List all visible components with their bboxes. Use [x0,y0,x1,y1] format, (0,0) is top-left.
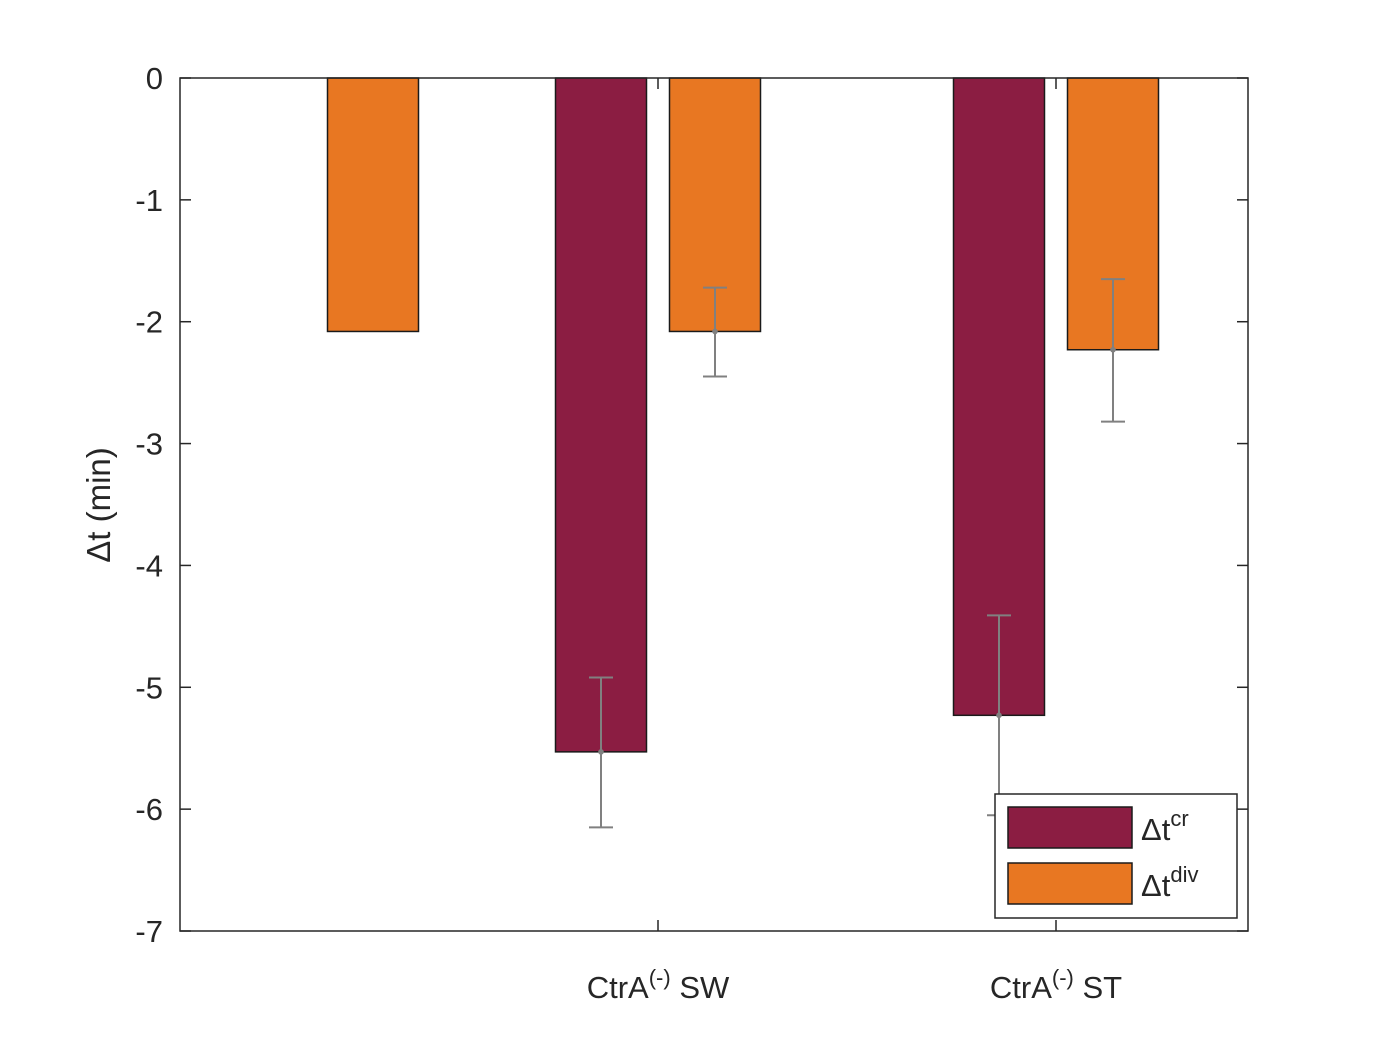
error-point [598,749,604,755]
bars-layer [180,77,1248,931]
y-axis-label: Δt (min) [80,447,117,563]
error-bars-layer [589,278,1125,829]
y-tick-label: -7 [135,914,163,949]
axes-layer: 0 -1 -2 -3 -4 -5 -6 -7 CtrA(-) SW CtrA(-) ST Δt (m… [80,61,1249,1005]
error-point [1110,346,1116,353]
error-point [712,328,718,335]
y-tick-label: -6 [135,792,163,827]
y-tick-label: -5 [135,670,163,705]
bar [326,77,420,333]
y-tick-label: 0 [146,61,163,96]
error-point [996,712,1002,719]
legend: Δtcr Δtdiv [994,793,1238,919]
x-tick-label: CtrA(-) ST [990,965,1122,1005]
legend-swatch [1007,862,1133,905]
y-tick-label: -2 [135,305,163,340]
x-tick-label: CtrA(-) SW [587,965,730,1005]
legend-label: Δtdiv [1141,862,1198,903]
legend-label: Δtcr [1141,806,1189,847]
y-tick-label: -4 [135,548,163,583]
legend-swatch [1007,806,1133,849]
y-tick-label: -1 [135,183,163,218]
bar [554,77,648,753]
axes-box [179,77,1249,932]
y-tick-label: -3 [135,427,163,462]
